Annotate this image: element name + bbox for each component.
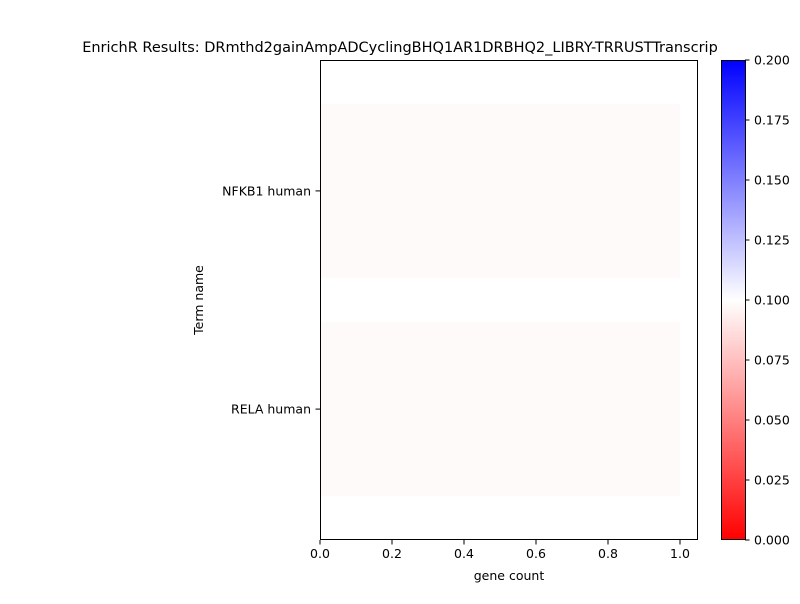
x-tick-label: 0.8 bbox=[598, 546, 618, 561]
x-tick-label: 1.0 bbox=[670, 546, 690, 561]
colorbar-axis: 0.000 0.025 0.050 0.075 0.100 0.125 0.150 0.175… bbox=[745, 53, 790, 548]
x-tick-label: 0.6 bbox=[526, 546, 546, 561]
bars-layer bbox=[320, 103, 680, 497]
colorbar-tick-label: 0.075 bbox=[754, 353, 790, 368]
y-axis: NFKB1 human RELA human bbox=[222, 183, 320, 417]
colorbar-tick-label: 0.000 bbox=[754, 533, 790, 548]
y-axis-label: Term name bbox=[191, 265, 206, 336]
colorbar bbox=[721, 60, 745, 540]
plot-frame bbox=[320, 60, 698, 540]
x-axis: 0.0 0.2 0.4 0.6 0.8 1.0 bbox=[310, 540, 690, 561]
x-tick-label: 0.2 bbox=[382, 546, 402, 561]
x-axis-label: gene count bbox=[474, 568, 545, 583]
bar-nfkb1-human bbox=[320, 103, 680, 279]
colorbar-tick-label: 0.050 bbox=[754, 413, 790, 428]
colorbar-tick-label: 0.175 bbox=[754, 113, 790, 128]
colorbar-tick-label: 0.125 bbox=[754, 233, 790, 248]
bar-rela-human bbox=[320, 321, 680, 497]
x-tick-label: 0.4 bbox=[454, 546, 474, 561]
y-tick-label: RELA human bbox=[231, 402, 311, 417]
colorbar-tick-label: 0.200 bbox=[754, 53, 790, 68]
colorbar-tick-label: 0.025 bbox=[754, 473, 790, 488]
colorbar-tick-label: 0.100 bbox=[754, 293, 790, 308]
x-tick-label: 0.0 bbox=[310, 546, 330, 561]
colorbar-tick-label: 0.150 bbox=[754, 173, 790, 188]
chart-title: EnrichR Results: DRmthd2gainAmpADCycling… bbox=[82, 40, 718, 56]
y-tick-label: NFKB1 human bbox=[222, 183, 311, 198]
